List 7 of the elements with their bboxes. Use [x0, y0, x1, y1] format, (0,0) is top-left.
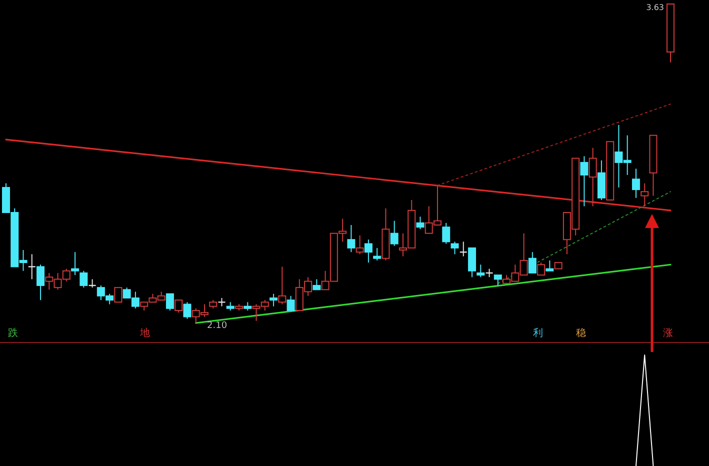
annotation: 2.10 — [207, 321, 228, 331]
annotation: 3.63 — [646, 3, 664, 12]
annotation: 涨 — [663, 328, 673, 339]
annotation: 跌 — [8, 328, 18, 339]
annotation: 稳 — [576, 328, 586, 339]
annotation: 利 — [533, 328, 543, 339]
annotation: 地 — [140, 328, 150, 339]
